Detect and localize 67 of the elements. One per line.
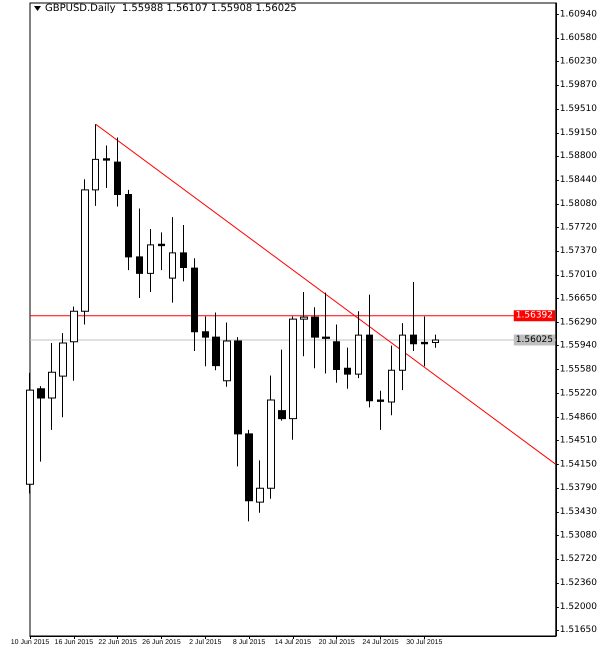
candlestick [223,322,231,388]
candlestick [432,334,439,348]
candlestick [81,178,89,325]
y-tick-label: 1.53790 [560,483,598,494]
candlestick [366,294,373,408]
y-tick-label: 1.52720 [560,554,598,564]
candlestick [333,324,340,384]
ref-line-label: 1.56025 [516,335,553,346]
y-tick-label: 1.60940 [560,9,598,20]
candlestick [322,292,330,374]
y-tick-label: 1.53080 [560,530,598,540]
y-tick-label: 1.60580 [560,33,598,44]
y-tick-label: 1.57010 [560,270,598,280]
candlestick [421,316,428,367]
candlestick [70,306,78,382]
candlestick [256,460,264,514]
candlestick [289,316,297,440]
candlestick [48,342,56,430]
candlestick [278,349,286,422]
candlestick [267,375,275,500]
candlestick [169,216,176,304]
candlestick [410,282,417,352]
y-tick-label: 1.51650 [560,625,598,636]
candlestick [191,258,198,352]
candlestick [311,306,319,369]
y-tick-label: 1.53430 [560,507,598,518]
y-tick-label: 1.58800 [560,151,598,162]
y-tick-label: 1.55220 [560,388,598,398]
candlestick [125,189,132,271]
candlestick [212,312,220,371]
y-tick-label: 1.57720 [560,222,598,233]
y-tick-label: 1.55580 [560,364,598,375]
candlestick [37,386,45,462]
candlestick [180,224,187,282]
y-tick-label: 1.54150 [560,459,598,470]
candlestick [300,291,308,357]
y-tick-label: 1.54860 [560,412,598,422]
candlestick [114,137,121,207]
y-tick-label: 1.52360 [560,578,598,588]
y-tick-label: 1.57370 [560,246,598,256]
chart-title: GBPUSD.Daily 1.55988 1.56107 1.55908 1.56025 [45,3,297,14]
y-tick-label: 1.56290 [560,317,598,328]
candlestick [355,310,362,379]
candlestick [234,336,242,467]
y-tick-label: 1.55940 [560,340,598,351]
candlestick [92,124,99,206]
y-tick-label: 1.59510 [560,104,598,114]
ref-line-label: 1.56392 [516,310,553,321]
candlestick [344,347,351,390]
y-tick-label: 1.59870 [560,80,598,90]
y-tick-label: 1.54510 [560,435,598,446]
y-tick-label: 1.59150 [560,128,598,138]
candlestick [59,332,67,418]
y-tick-label: 1.52000 [560,602,598,612]
y-tick-label: 1.58080 [560,198,598,209]
y-tick-label: 1.60230 [560,56,598,66]
candlestick [377,390,384,430]
candlestick [136,208,143,298]
y-tick-label: 1.56650 [560,294,598,304]
candlestick [103,145,110,188]
candlestick [388,345,395,416]
candlestick [158,232,165,271]
candlestick [399,322,406,391]
candlestick [245,429,253,522]
y-tick-label: 1.58440 [560,174,598,185]
candlestick [147,228,154,292]
candlestick [202,316,209,367]
